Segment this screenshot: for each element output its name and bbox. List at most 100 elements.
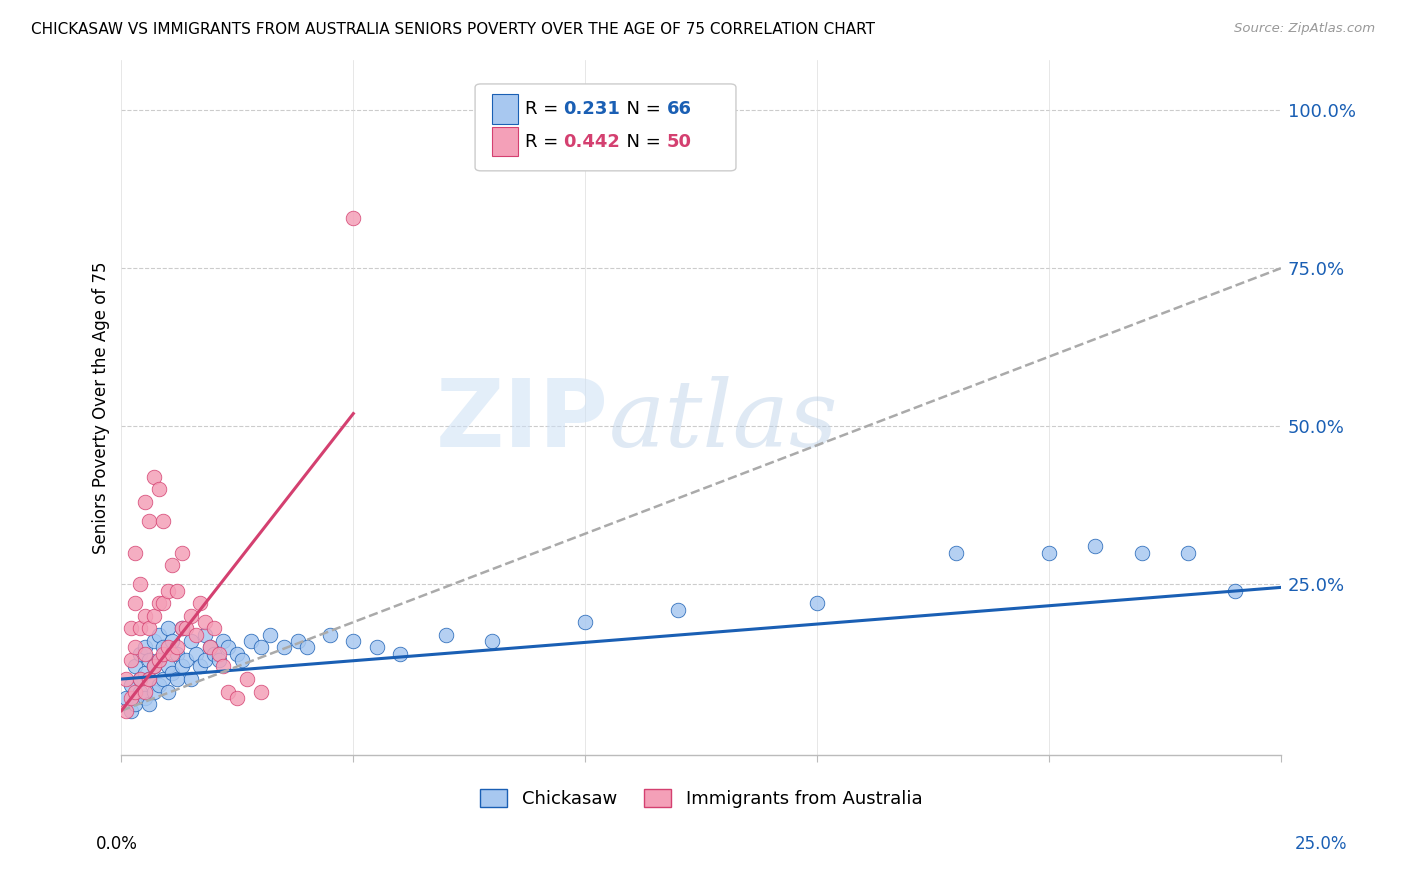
Point bbox=[1130, 546, 1153, 560]
Point bbox=[152, 672, 174, 686]
Text: 0.442: 0.442 bbox=[564, 133, 620, 151]
Point bbox=[945, 546, 967, 560]
Point bbox=[176, 622, 198, 636]
Point bbox=[138, 622, 160, 636]
Point bbox=[249, 640, 271, 655]
Text: ZIP: ZIP bbox=[436, 376, 609, 467]
Point bbox=[162, 558, 184, 573]
Point bbox=[142, 634, 165, 648]
Point bbox=[142, 659, 165, 673]
Point bbox=[129, 647, 152, 661]
Point bbox=[134, 495, 156, 509]
Point bbox=[194, 653, 217, 667]
Point bbox=[142, 659, 165, 673]
Point bbox=[184, 628, 207, 642]
Point bbox=[342, 634, 364, 648]
Point bbox=[295, 640, 318, 655]
Text: atlas: atlas bbox=[609, 376, 838, 467]
Point bbox=[138, 653, 160, 667]
Text: 25.0%: 25.0% bbox=[1295, 835, 1347, 853]
Point bbox=[162, 634, 184, 648]
Text: 50: 50 bbox=[666, 133, 692, 151]
Point bbox=[240, 634, 263, 648]
Point bbox=[166, 647, 188, 661]
Point bbox=[134, 691, 156, 706]
Y-axis label: Seniors Poverty Over the Age of 75: Seniors Poverty Over the Age of 75 bbox=[93, 261, 110, 554]
Point bbox=[134, 608, 156, 623]
Point bbox=[162, 665, 184, 680]
Point bbox=[152, 647, 174, 661]
Point bbox=[226, 691, 249, 706]
Point bbox=[188, 659, 211, 673]
Point bbox=[148, 678, 170, 692]
Point bbox=[806, 596, 828, 610]
Point bbox=[115, 704, 138, 718]
Text: 0.231: 0.231 bbox=[564, 100, 620, 118]
Point bbox=[666, 602, 689, 616]
Point bbox=[1084, 539, 1107, 553]
Point bbox=[156, 622, 179, 636]
Text: CHICKASAW VS IMMIGRANTS FROM AUSTRALIA SENIORS POVERTY OVER THE AGE OF 75 CORREL: CHICKASAW VS IMMIGRANTS FROM AUSTRALIA S… bbox=[31, 22, 875, 37]
Point bbox=[217, 684, 239, 698]
Point bbox=[166, 672, 188, 686]
Point bbox=[434, 628, 457, 642]
Point bbox=[574, 615, 596, 629]
FancyBboxPatch shape bbox=[492, 95, 517, 124]
Point bbox=[180, 672, 202, 686]
Point bbox=[202, 622, 225, 636]
Point bbox=[176, 653, 198, 667]
Point bbox=[156, 684, 179, 698]
Point bbox=[148, 628, 170, 642]
Point bbox=[142, 470, 165, 484]
Point bbox=[134, 684, 156, 698]
Point bbox=[142, 684, 165, 698]
Point bbox=[162, 647, 184, 661]
Point bbox=[148, 653, 170, 667]
Point bbox=[138, 698, 160, 712]
Text: N =: N = bbox=[616, 100, 666, 118]
Point bbox=[170, 622, 193, 636]
Point bbox=[120, 653, 142, 667]
Point bbox=[287, 634, 309, 648]
Point bbox=[129, 672, 152, 686]
FancyBboxPatch shape bbox=[492, 127, 517, 156]
Point bbox=[194, 628, 217, 642]
Point bbox=[170, 659, 193, 673]
Point bbox=[217, 640, 239, 655]
Point bbox=[388, 647, 411, 661]
Point bbox=[120, 622, 142, 636]
Point bbox=[120, 704, 142, 718]
Point bbox=[198, 640, 221, 655]
Point bbox=[124, 596, 146, 610]
FancyBboxPatch shape bbox=[475, 84, 735, 171]
Point bbox=[134, 640, 156, 655]
Point bbox=[166, 583, 188, 598]
Point bbox=[188, 596, 211, 610]
Point bbox=[166, 640, 188, 655]
Point bbox=[180, 634, 202, 648]
Point bbox=[120, 678, 142, 692]
Point bbox=[156, 583, 179, 598]
Point bbox=[152, 596, 174, 610]
Point bbox=[124, 640, 146, 655]
Point bbox=[170, 622, 193, 636]
Point bbox=[208, 653, 231, 667]
Point bbox=[134, 665, 156, 680]
Text: R =: R = bbox=[524, 100, 564, 118]
Point bbox=[1223, 583, 1246, 598]
Point bbox=[1038, 546, 1060, 560]
Point bbox=[202, 647, 225, 661]
Point bbox=[194, 615, 217, 629]
Point bbox=[366, 640, 388, 655]
Point bbox=[235, 672, 257, 686]
Point bbox=[342, 211, 364, 225]
Point bbox=[249, 684, 271, 698]
Point bbox=[148, 596, 170, 610]
Text: 0.0%: 0.0% bbox=[96, 835, 138, 853]
Point bbox=[124, 698, 146, 712]
Point bbox=[259, 628, 281, 642]
Text: 66: 66 bbox=[666, 100, 692, 118]
Point bbox=[138, 514, 160, 528]
Point bbox=[170, 546, 193, 560]
Point bbox=[134, 647, 156, 661]
